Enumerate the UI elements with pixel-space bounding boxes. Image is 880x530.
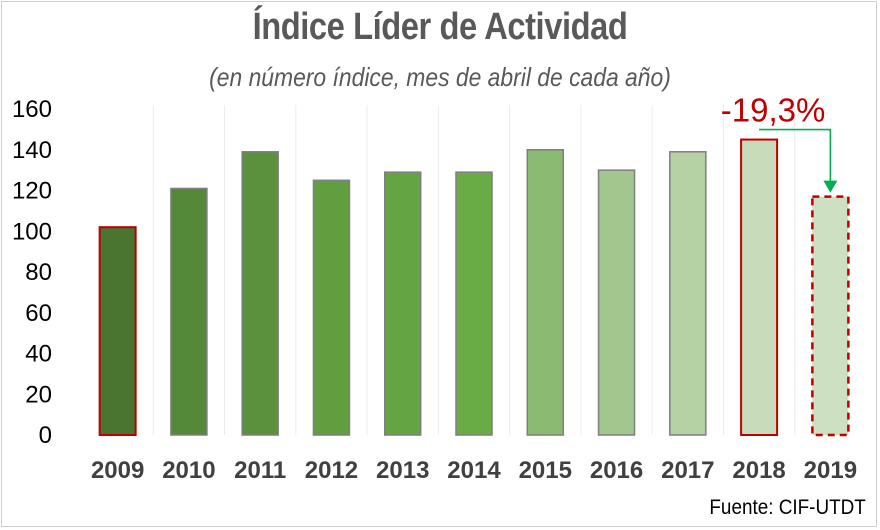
chart-subtitle: (en número índice, mes de abril de cada … — [209, 62, 671, 92]
x-tick-label: 2019 — [804, 457, 857, 484]
source-note: Fuente: CIF-UTDT — [709, 496, 866, 519]
y-tick-label: 100 — [12, 218, 52, 245]
y-tick-label: 120 — [12, 178, 52, 205]
y-tick-label: 20 — [25, 381, 52, 408]
bar-2018 — [740, 138, 779, 436]
y-tick-label: 140 — [12, 137, 52, 164]
change-label: -19,3% — [721, 92, 826, 129]
bar-2009 — [98, 226, 137, 436]
grid-lines — [152, 105, 796, 435]
bar-2012 — [312, 179, 351, 436]
x-tick-label: 2016 — [590, 457, 643, 484]
y-tick-label: 0 — [39, 422, 52, 449]
bar-2019 — [811, 195, 850, 437]
x-tick-label: 2017 — [661, 457, 714, 484]
bar-2016 — [597, 169, 636, 436]
bar-2015 — [526, 149, 565, 436]
x-tick-label: 2009 — [91, 457, 144, 484]
bars — [98, 138, 850, 437]
y-tick-label: 60 — [25, 300, 52, 327]
y-tick-label: 160 — [12, 96, 52, 123]
x-tick-label: 2010 — [162, 457, 215, 484]
change-arrow-head — [823, 180, 838, 193]
bar-2017 — [669, 151, 707, 436]
x-tick-label: 2012 — [305, 457, 358, 484]
x-tick-label: 2011 — [234, 457, 286, 484]
bar-2013 — [383, 171, 422, 436]
x-axis: 2009 2010 2011 2012 2013 2014 2015 2016 2017 2018… — [91, 457, 857, 484]
x-tick-label: 2014 — [447, 457, 501, 484]
x-tick-label: 2013 — [376, 457, 429, 484]
bar-2014 — [455, 171, 493, 436]
x-tick-label: 2018 — [732, 457, 785, 484]
y-tick-label: 80 — [25, 259, 52, 286]
y-tick-label: 40 — [25, 341, 52, 368]
chart-title: Índice Líder de Actividad — [252, 6, 628, 48]
bar-2010 — [170, 187, 208, 436]
bar-2011 — [241, 151, 279, 436]
change-annotation: -19,3% — [721, 92, 838, 193]
x-tick-label: 2015 — [519, 457, 572, 484]
change-arrow-line — [759, 128, 832, 185]
y-axis: 0 20 40 60 80 100 120 140 160 — [12, 96, 52, 449]
